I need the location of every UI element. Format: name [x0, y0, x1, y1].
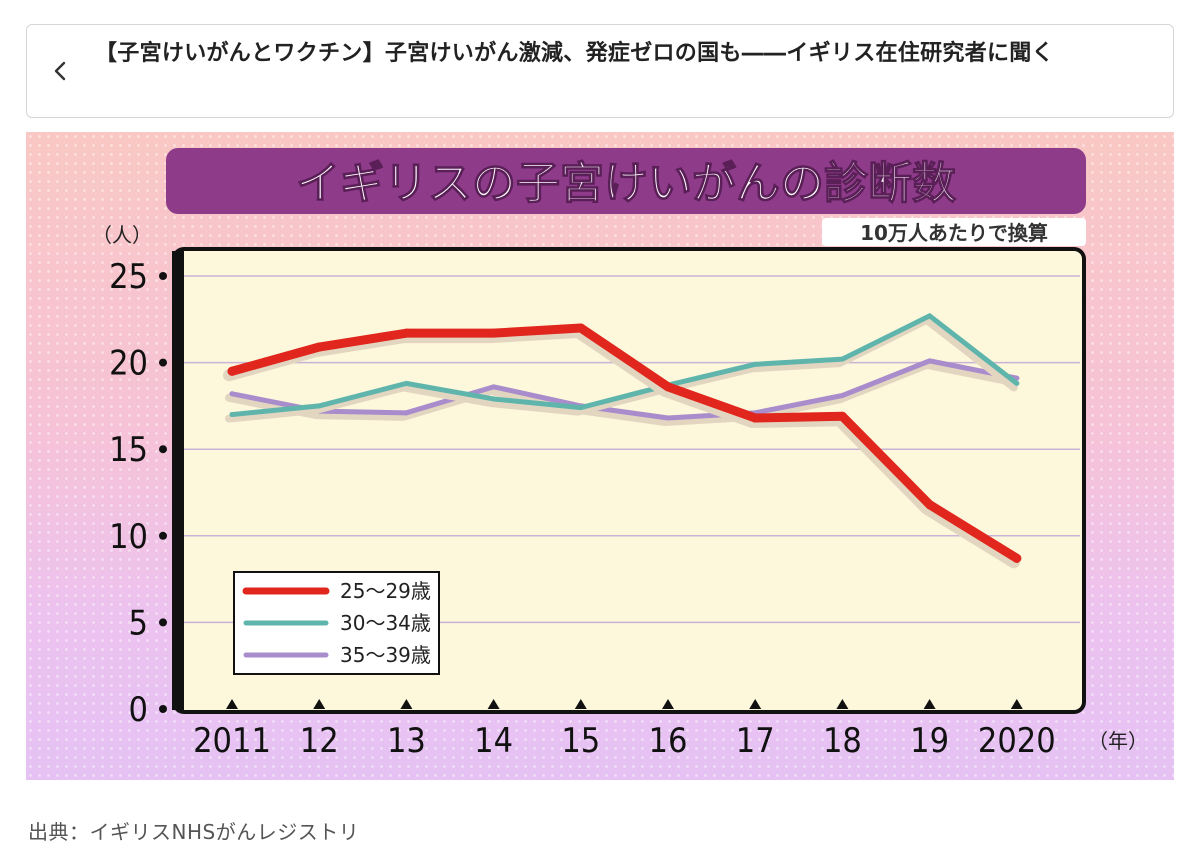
data-point [314, 342, 324, 352]
y-tick-mark [159, 445, 167, 454]
data-point [927, 358, 933, 364]
data-point [489, 328, 499, 338]
x-tick-label: 12 [300, 721, 339, 761]
legend-label: 35～39歳 [340, 643, 431, 667]
chart-figure: イギリスの子宮けいがんの診断数 10万人あたりで換算 （人） 0 5 10 15 20 2… [26, 132, 1174, 780]
data-point [663, 382, 673, 392]
series-line-2 [229, 313, 1020, 418]
data-point [927, 313, 933, 319]
y-tick-label: 25 [109, 257, 148, 297]
x-tick-mark [400, 699, 413, 709]
data-point [837, 411, 847, 421]
series-line-1 [227, 323, 1022, 563]
y-tick-mark [159, 531, 167, 540]
x-tick-label: 18 [823, 721, 862, 761]
x-tick-mark [313, 699, 326, 709]
x-tick-mark [836, 699, 849, 709]
y-tick-label: 20 [109, 344, 148, 384]
y-tick-label: 5 [129, 603, 148, 643]
x-tick-mark [226, 699, 238, 709]
x-tick-mark [923, 699, 936, 709]
back-button[interactable] [45, 53, 75, 89]
y-tick-mark [159, 358, 167, 367]
data-point [925, 500, 935, 510]
data-point [403, 380, 409, 386]
chart-title: イギリスの子宮けいがんの診断数 [296, 158, 956, 209]
x-tick-label: 2020 [978, 721, 1056, 761]
legend-label: 25～29歳 [340, 579, 431, 603]
legend-label: 30～34歳 [340, 611, 431, 635]
x-tick-mark [662, 699, 674, 709]
data-point [491, 396, 497, 402]
series-line-3 [229, 358, 1020, 421]
x-tick-mark [574, 699, 587, 709]
data-point [1014, 380, 1020, 386]
series-shadow [225, 360, 1018, 427]
y-tick-mark [159, 705, 167, 713]
x-tick-label: 15 [561, 721, 600, 761]
data-point [316, 403, 322, 409]
line-chart: イギリスの子宮けいがんの診断数 10万人あたりで換算 （人） 051015202… [92, 148, 1148, 761]
x-tick-label: 14 [474, 721, 513, 761]
x-tick-mark [749, 699, 762, 709]
legend: 25～29歳 30～34歳 35～39歳 [233, 571, 440, 675]
article-header: 【子宮けいがんとワクチン】子宮けいがん激減、発症ゼロの国も――イギリス在住研究者… [26, 24, 1174, 118]
y-tick-label: 0 [129, 690, 148, 730]
data-point [750, 413, 760, 423]
data-point [229, 391, 235, 397]
data-point [227, 366, 237, 376]
data-point [401, 328, 411, 338]
data-point [839, 393, 845, 399]
data-point [752, 361, 758, 367]
y-tick-mark [159, 272, 167, 280]
x-tick-label: 16 [649, 721, 688, 761]
y-tick-label: 15 [109, 430, 148, 470]
chart-subtitle-box [822, 218, 1086, 246]
data-point [839, 356, 845, 362]
y-axis-bar [172, 251, 184, 710]
x-tick-mark [487, 699, 500, 709]
y-axis-label: （人） [92, 223, 152, 247]
chevron-left-icon [54, 61, 66, 81]
x-axis-label: （年） [1088, 729, 1148, 753]
source-caption: 出典：イギリスNHSがんレジストリ [28, 820, 360, 844]
y-tick-label: 10 [109, 517, 148, 557]
y-tick-mark [159, 618, 167, 627]
data-point [1012, 553, 1022, 563]
article-title: 【子宮けいがんとワクチン】子宮けいがん激減、発症ゼロの国も――イギリス在住研究者… [95, 41, 1054, 66]
x-tick-mark [1010, 699, 1023, 709]
x-tick-label: 13 [387, 721, 426, 761]
chart-subtitle: 10万人あたりで換算 [860, 221, 1048, 245]
x-tick-label: 19 [910, 721, 949, 761]
data-point [491, 384, 497, 390]
data-point [576, 323, 586, 333]
x-tick-label: 17 [736, 721, 775, 761]
data-point [578, 405, 584, 411]
data-point [229, 412, 235, 418]
data-point [665, 415, 671, 421]
chart-title-banner [166, 148, 1086, 214]
x-tick-label: 2011 [193, 721, 271, 761]
data-point [403, 410, 409, 416]
